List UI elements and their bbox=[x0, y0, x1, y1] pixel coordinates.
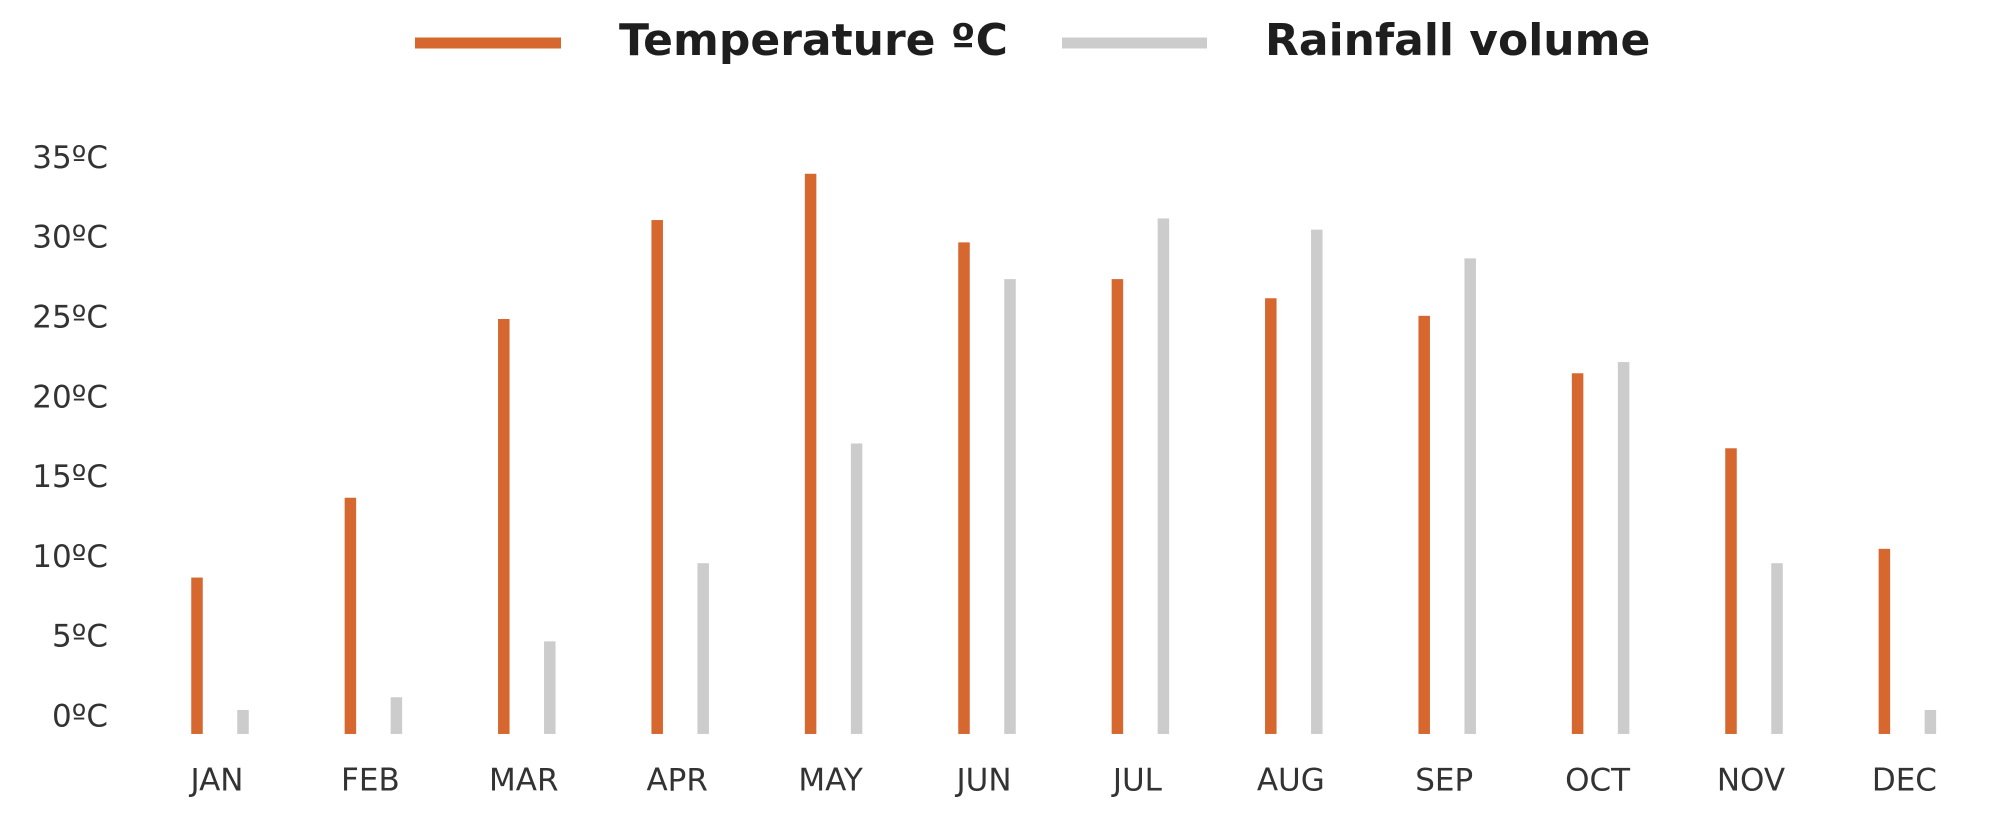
bar bbox=[1004, 279, 1016, 734]
bar bbox=[1464, 258, 1476, 734]
x-tick-label: SEP bbox=[1415, 763, 1473, 799]
y-tick-label: 10ºC bbox=[32, 539, 108, 575]
x-tick-label: MAY bbox=[798, 763, 863, 799]
y-tick-label: 5ºC bbox=[52, 619, 108, 655]
x-tick-label: APR bbox=[646, 763, 707, 799]
bar bbox=[1265, 298, 1277, 734]
x-tick-label: NOV bbox=[1717, 763, 1785, 799]
x-tick-label: FEB bbox=[341, 763, 400, 799]
bar bbox=[1771, 563, 1783, 734]
bar bbox=[1924, 710, 1937, 734]
bar bbox=[498, 319, 510, 734]
bar bbox=[1111, 279, 1124, 734]
bar bbox=[237, 710, 249, 734]
bar bbox=[1617, 362, 1630, 734]
y-tick-label: 15ºC bbox=[32, 459, 108, 495]
bar bbox=[191, 577, 203, 734]
bar bbox=[697, 563, 709, 734]
x-tick-label: DEC bbox=[1872, 763, 1937, 799]
bar bbox=[1311, 229, 1323, 734]
bar bbox=[804, 173, 817, 734]
bar bbox=[651, 220, 663, 734]
legend-label: Rainfall volume bbox=[1265, 15, 1650, 66]
x-tick-label: AUG bbox=[1257, 763, 1325, 799]
y-tick-label: 30ºC bbox=[32, 220, 108, 256]
x-tick-label: OCT bbox=[1565, 763, 1631, 799]
legend-label: Temperature ºC bbox=[619, 15, 1008, 66]
bar bbox=[344, 497, 357, 734]
bar bbox=[390, 697, 403, 734]
bar bbox=[850, 443, 863, 734]
y-tick-label: 0ºC bbox=[52, 699, 108, 735]
bar bbox=[1571, 373, 1584, 734]
bar bbox=[958, 242, 970, 734]
bar bbox=[1878, 548, 1891, 734]
y-tick-label: 35ºC bbox=[32, 140, 108, 176]
y-tick-label: 20ºC bbox=[32, 379, 108, 415]
x-tick-label: JUN bbox=[954, 763, 1011, 799]
bar bbox=[1157, 218, 1170, 734]
x-tick-label: MAR bbox=[489, 763, 559, 799]
x-tick-label: JAN bbox=[189, 763, 244, 799]
y-tick-label: 25ºC bbox=[32, 300, 108, 336]
bar bbox=[1725, 448, 1737, 734]
x-tick-label: JUL bbox=[1111, 763, 1163, 799]
bar bbox=[544, 641, 556, 734]
bar bbox=[1418, 315, 1430, 734]
